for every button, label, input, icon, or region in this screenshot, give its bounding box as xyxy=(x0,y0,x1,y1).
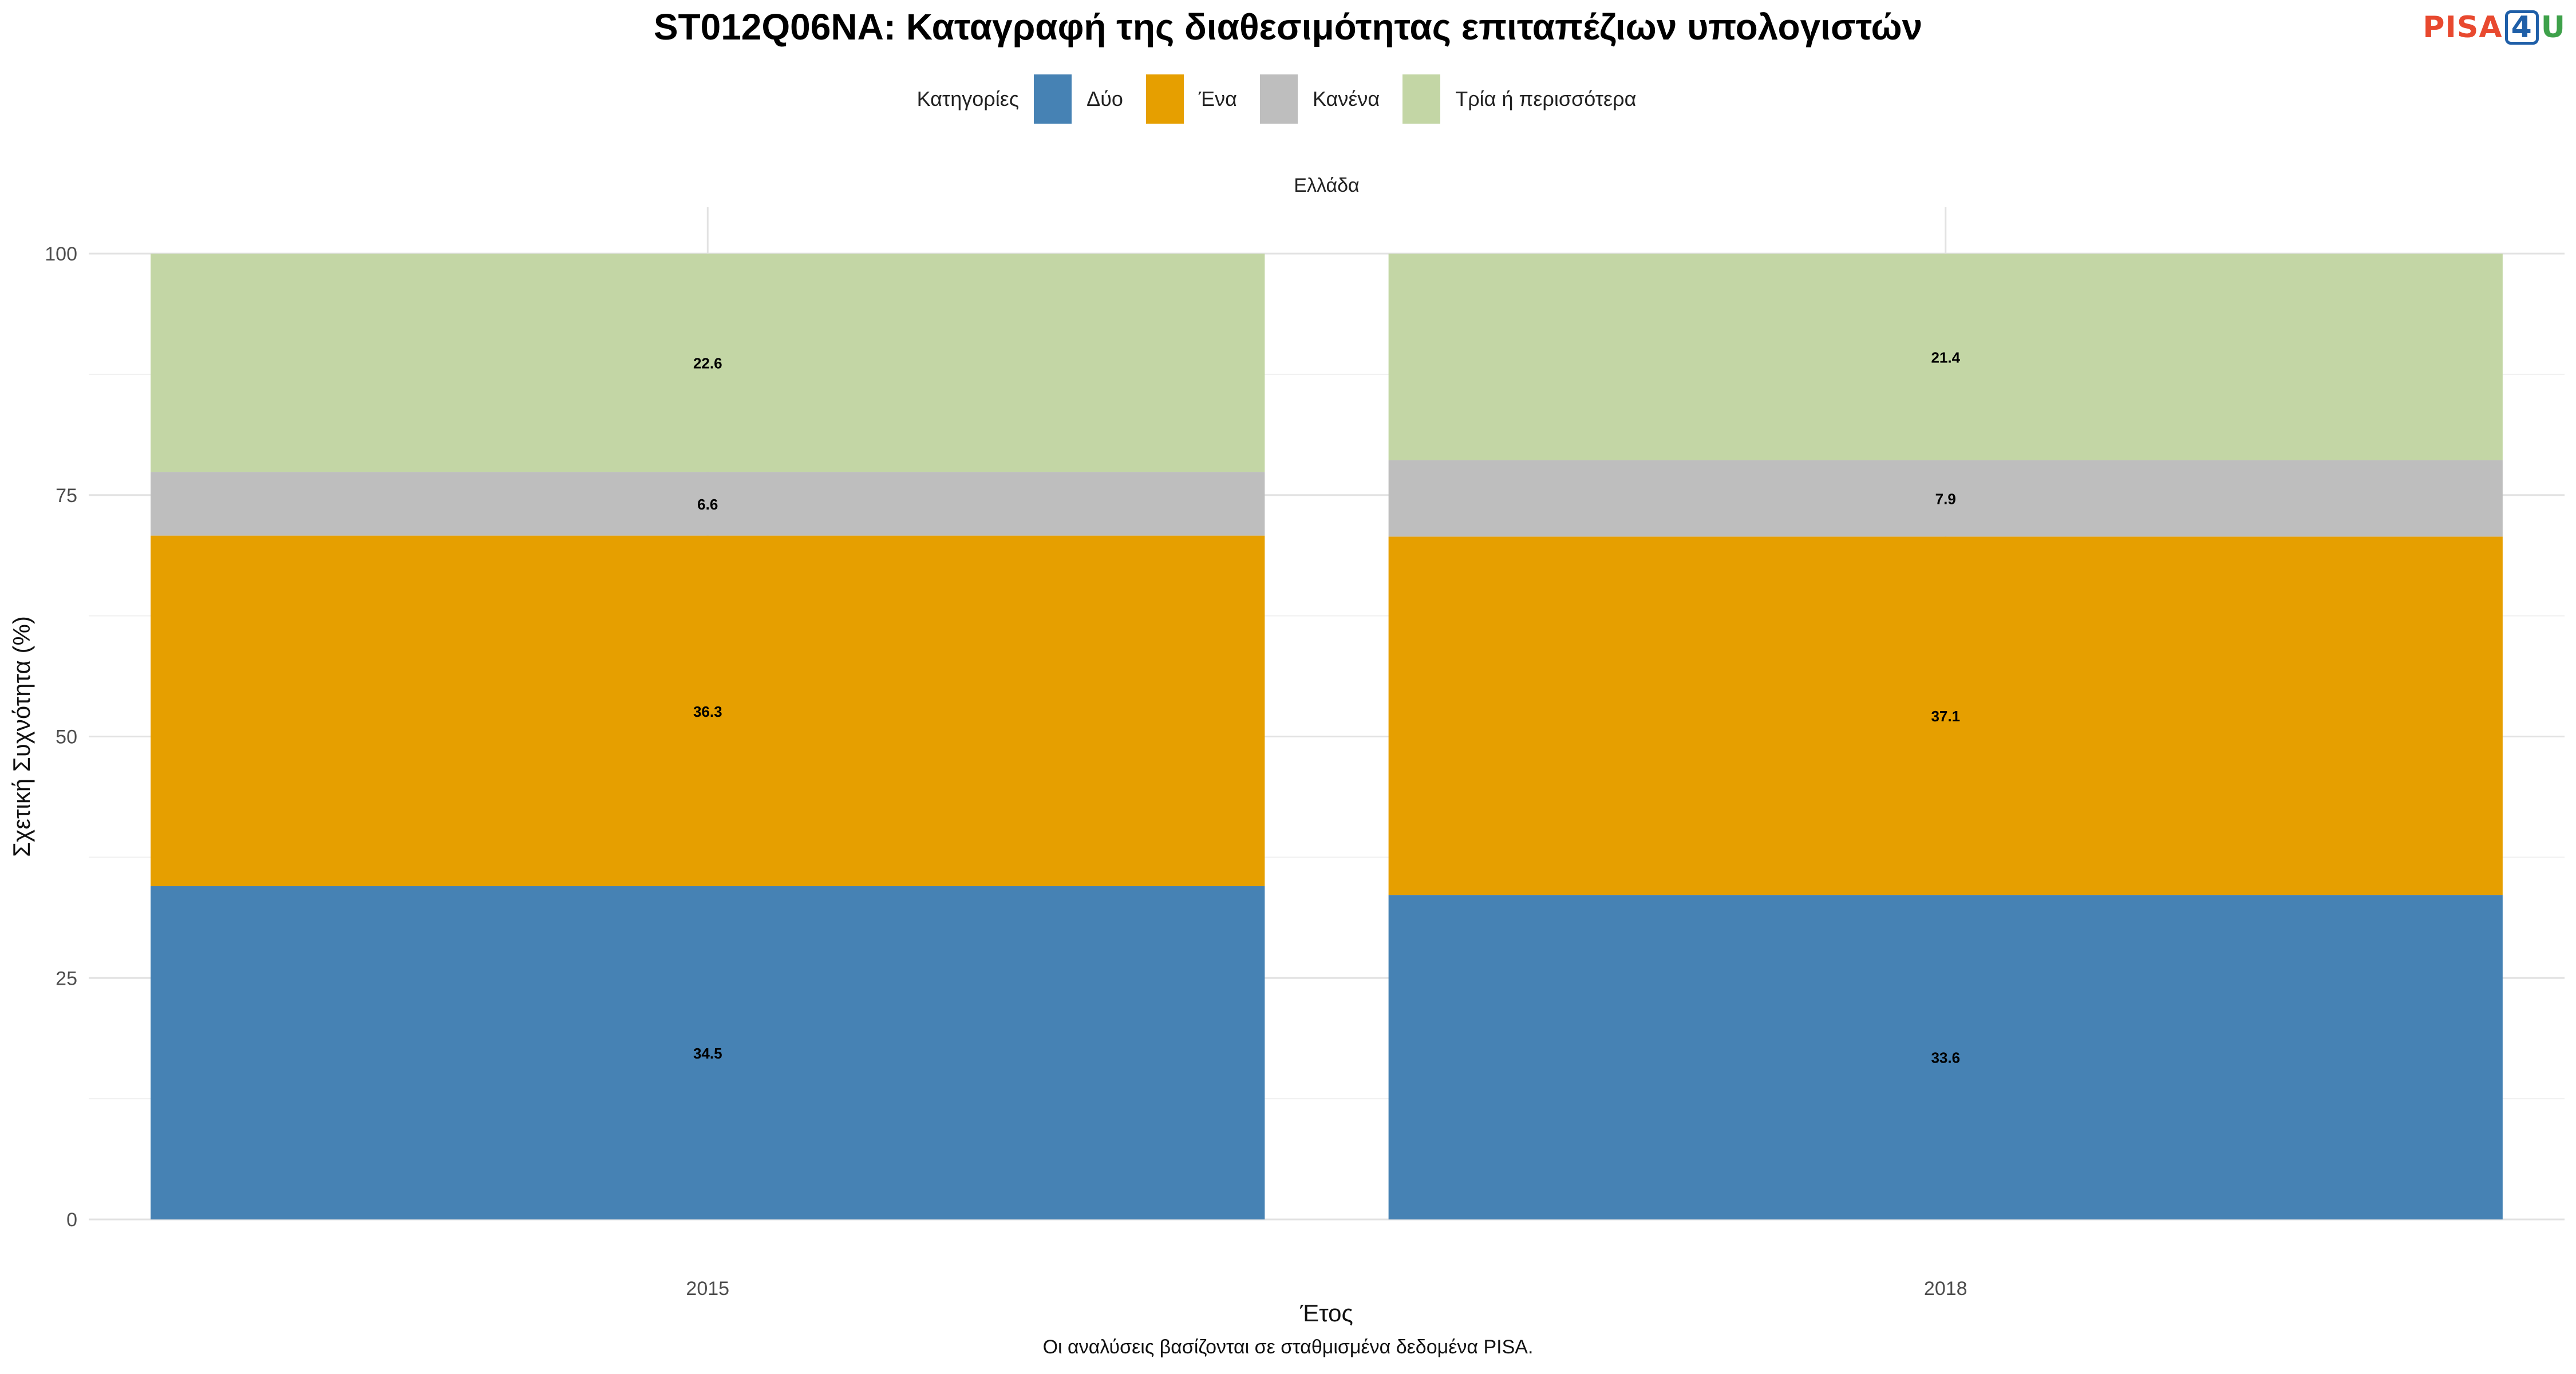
x-tick-label: 2018 xyxy=(1924,1278,1967,1300)
y-tick-label: 0 xyxy=(66,1209,77,1231)
bar-2018-series-3 xyxy=(1388,254,2503,461)
chart-title: ST012Q06NA: Καταγραφή της διαθεσιμότητας… xyxy=(653,6,1923,48)
facet-label: Ελλάδα xyxy=(1294,175,1359,196)
legend-item-1: Ένα xyxy=(1145,74,1237,124)
x-axis-title: Έτος xyxy=(1299,1300,1353,1326)
data-label: 7.9 xyxy=(1935,491,1956,508)
legend-items: Δύο Ένα Κανένα Τρία ή περισσότερα xyxy=(1034,74,1659,124)
data-label: 6.6 xyxy=(697,496,718,513)
y-tick-label: 75 xyxy=(56,485,77,507)
legend-label-1: Ένα xyxy=(1198,87,1237,110)
bar-2015-series-1 xyxy=(151,535,1265,886)
legend-item-2: Κανένα xyxy=(1259,74,1380,124)
legend-item-3: Τρία ή περισσότερα xyxy=(1402,74,1636,124)
y-tick-label: 25 xyxy=(56,968,77,989)
bar-2015-series-0 xyxy=(151,886,1265,1219)
legend: Κατηγορίες Δύο Ένα Κανένα Τρία ή περισσότερ… xyxy=(0,74,2576,124)
legend-label-2: Κανένα xyxy=(1312,87,1380,110)
x-tick-label: 2015 xyxy=(686,1278,729,1300)
logo-four-text: 4 xyxy=(2504,10,2539,45)
bar-2018-series-0 xyxy=(1388,895,2503,1219)
legend-swatch-3 xyxy=(1402,74,1441,124)
bar-2015-series-3 xyxy=(151,254,1265,472)
legend-swatch-1 xyxy=(1145,74,1184,124)
y-tick-label: 50 xyxy=(56,727,77,748)
legend-item-0: Δύο xyxy=(1034,74,1123,124)
legend-swatch-0 xyxy=(1034,74,1072,124)
legend-label-3: Τρία ή περισσότερα xyxy=(1455,87,1637,110)
data-label: 22.6 xyxy=(693,355,722,372)
logo-u-text: U xyxy=(2541,10,2566,45)
bar-2018-series-2 xyxy=(1388,460,2503,537)
bar-2015-series-2 xyxy=(151,472,1265,536)
bar-2018-series-1 xyxy=(1388,536,2503,895)
data-label: 34.5 xyxy=(693,1045,722,1062)
pisa4u-logo: PISA 4 U xyxy=(2423,10,2566,45)
data-label: 36.3 xyxy=(693,703,722,720)
data-label: 37.1 xyxy=(1931,708,1960,725)
y-tick-label: 100 xyxy=(45,243,77,265)
chart-caption: Οι αναλύσεις βασίζονται σε σταθμισμένα δ… xyxy=(1042,1336,1534,1358)
logo-pisa-text: PISA xyxy=(2423,10,2503,45)
legend-title: Κατηγορίες xyxy=(916,87,1020,110)
data-label: 33.6 xyxy=(1931,1049,1960,1067)
data-label: 21.4 xyxy=(1931,349,1960,366)
legend-label-0: Δύο xyxy=(1086,87,1123,110)
y-axis-title: Σχετική Συχνότητα (%) xyxy=(8,616,35,857)
legend-swatch-2 xyxy=(1259,74,1298,124)
